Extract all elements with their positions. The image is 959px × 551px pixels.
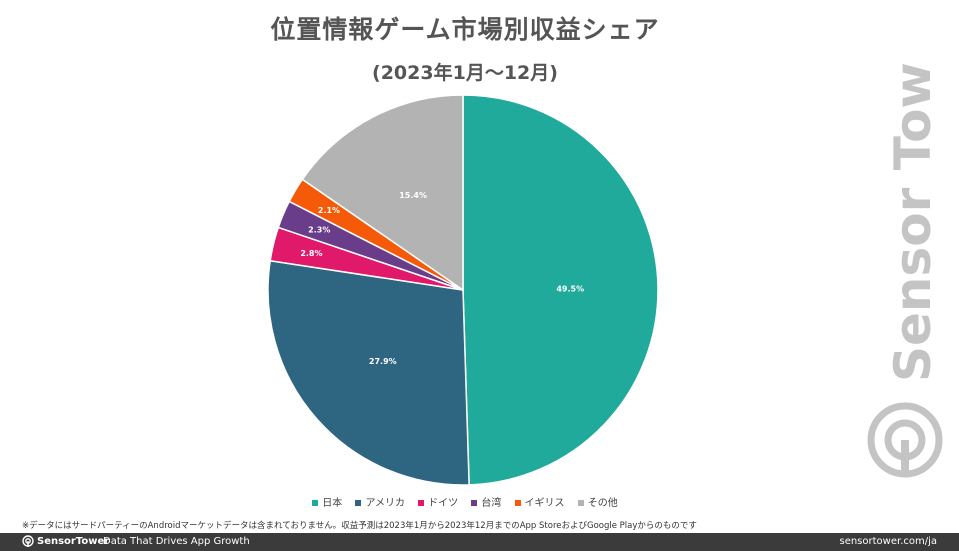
sensor-tower-logo-icon [22,535,34,547]
chart-subtitle: (2023年1月～12月) [372,62,558,84]
legend-swatch [355,500,362,506]
legend-item-usa: アメリカ [355,494,405,509]
legend-label: 日本 [322,498,343,509]
sensor-tower-logo-icon [867,402,943,478]
slice-data-label: 2.1% [318,206,340,215]
slice-data-label: 2.3% [308,225,330,234]
sensor-tower-watermark: Sensor Tower [867,60,943,478]
legend-label: アメリカ [365,498,405,509]
chart-title: 位置情報ゲーム市場別収益シェア [270,15,660,44]
footer-brand-name: SensorTower [37,536,110,547]
legend-swatch [471,500,478,506]
slice-data-label: 2.8% [300,249,322,258]
legend-item-germany: ドイツ [418,494,458,509]
legend-swatch [577,500,584,506]
footer-bar: SensorTower Data That Drives App Growth … [0,533,959,551]
legend: 日本 アメリカ ドイツ 台湾 イギリス その他 [0,494,930,509]
watermark-text: Sensor Tower [884,60,942,382]
legend-item-taiwan: 台湾 [471,494,501,509]
footer-url[interactable]: sensortower.com/ja [839,536,937,547]
legend-item-japan: 日本 [312,494,342,509]
legend-label: ドイツ [428,498,459,509]
slice-japan [462,94,659,486]
legend-swatch [312,500,319,506]
legend-label: 台湾 [481,498,502,509]
slice-other [301,94,464,292]
legend-item-other: その他 [577,494,618,509]
legend-label: イギリス [524,498,565,509]
slice-data-label: 15.4% [399,191,427,200]
footer-tagline: Data That Drives App Growth [103,536,250,547]
slice-usa [267,259,470,486]
slice-data-label: 49.5% [556,284,584,293]
legend-swatch [418,500,425,506]
legend-item-uk: イギリス [514,494,565,509]
footer-brand: SensorTower [22,535,109,547]
legend-swatch [514,500,521,506]
slice-data-label: 27.9% [369,357,397,366]
legend-label: その他 [587,498,618,509]
footnote: ※データにはサードパーティーのAndroidマーケットデータは含まれておりません… [22,521,697,531]
